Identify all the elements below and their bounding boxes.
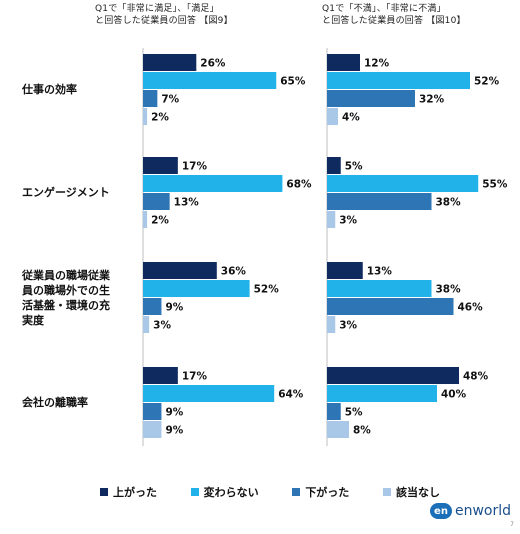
category-label-line: 仕事の効率 bbox=[22, 83, 77, 96]
data-label-left-down: 13% bbox=[174, 197, 200, 209]
bar-right-up bbox=[327, 157, 341, 174]
legend-swatch-down bbox=[292, 488, 301, 496]
category-label-line: 会社の離職率 bbox=[22, 396, 88, 409]
category-label: 従業員の職場従業 員の職場外での生 活基盤・環境の充 実度 bbox=[22, 268, 110, 328]
legend-swatch-unchanged bbox=[190, 488, 199, 496]
data-label-right-na: 3% bbox=[339, 320, 357, 332]
bar-left-na bbox=[143, 421, 162, 438]
data-label-right-unchanged: 55% bbox=[482, 179, 508, 191]
bar-left-unchanged bbox=[143, 175, 283, 192]
data-label-left-na: 2% bbox=[151, 215, 169, 227]
category-label-line: エンゲージメント bbox=[22, 186, 110, 199]
data-label-left-unchanged: 68% bbox=[286, 179, 312, 191]
data-label-left-na: 9% bbox=[165, 425, 183, 437]
legend-item-down: 下がった bbox=[292, 484, 349, 500]
bar-right-unchanged bbox=[327, 280, 432, 297]
data-label-right-unchanged: 52% bbox=[474, 76, 500, 88]
data-label-left-unchanged: 52% bbox=[254, 284, 280, 296]
bar-charts: 26% 65% 7% 2% 17% 68% 13% 2% 36% 52% 9% 3% 17% 64% 9% 9… bbox=[142, 48, 508, 446]
data-label-right-unchanged: 40% bbox=[441, 389, 467, 401]
bar-right-up bbox=[327, 367, 459, 384]
bar-left-na bbox=[143, 211, 148, 228]
bar-left-unchanged bbox=[143, 280, 250, 297]
enworld-logo: en enworld bbox=[430, 503, 511, 519]
data-label-right-up: 48% bbox=[463, 371, 489, 383]
category-label: 会社の離職率 bbox=[22, 395, 88, 410]
bar-right-unchanged bbox=[327, 385, 437, 402]
bar-left-up bbox=[143, 54, 197, 71]
data-label-right-up: 13% bbox=[367, 266, 393, 278]
data-label-right-na: 4% bbox=[342, 112, 360, 124]
legend-swatch-up bbox=[100, 488, 108, 496]
bar-right-up bbox=[327, 54, 360, 71]
data-label-left-up: 17% bbox=[182, 371, 208, 383]
bar-right-na bbox=[327, 211, 336, 228]
data-label-left-unchanged: 65% bbox=[280, 76, 306, 88]
bar-left-down bbox=[143, 403, 162, 420]
data-label-right-unchanged: 38% bbox=[436, 284, 462, 296]
bar-left-up bbox=[143, 367, 178, 384]
bar-left-unchanged bbox=[143, 385, 275, 402]
bar-right-down bbox=[327, 298, 454, 315]
data-label-right-up: 5% bbox=[345, 161, 363, 173]
bar-left-unchanged bbox=[143, 72, 277, 89]
bar-right-up bbox=[327, 262, 363, 279]
bar-left-up bbox=[143, 262, 217, 279]
data-label-right-down: 32% bbox=[419, 94, 445, 106]
bar-right-unchanged bbox=[327, 72, 470, 89]
data-label-right-up: 12% bbox=[364, 58, 390, 70]
category-label-line: 活基盤・環境の充 bbox=[22, 298, 110, 312]
bar-right-na bbox=[327, 316, 336, 333]
bar-left-up bbox=[143, 157, 178, 174]
legend-item-unchanged: 変わらない bbox=[190, 484, 259, 500]
left-chart-title-line2: と回答した従業員の回答 【図9】 bbox=[95, 16, 233, 26]
category-label-line: 員の職場外での生 bbox=[22, 283, 110, 297]
data-label-left-up: 26% bbox=[200, 58, 226, 70]
data-label-right-na: 8% bbox=[353, 425, 371, 437]
data-label-left-na: 3% bbox=[153, 320, 171, 332]
legend-label-na: 該当なし bbox=[395, 486, 440, 499]
category-label-line: 実度 bbox=[22, 313, 44, 327]
data-label-left-unchanged: 64% bbox=[278, 389, 304, 401]
bar-left-na bbox=[143, 108, 148, 125]
legend-swatch-na bbox=[382, 488, 391, 496]
category-label: 仕事の効率 bbox=[22, 82, 77, 97]
left-chart-title-line1: Q1で「非常に満足」、「満足」 bbox=[95, 4, 219, 14]
logo-mark-icon: en bbox=[430, 503, 452, 519]
data-label-right-down: 5% bbox=[345, 407, 363, 419]
bar-right-down bbox=[327, 193, 432, 210]
bar-left-down bbox=[143, 298, 162, 315]
data-label-left-down: 7% bbox=[161, 94, 179, 106]
bar-left-down bbox=[143, 193, 170, 210]
legend-label-unchanged: 変わらない bbox=[203, 486, 259, 499]
data-label-right-down: 38% bbox=[436, 197, 462, 209]
logo-text: enworld bbox=[455, 503, 512, 519]
right-chart-title: Q1で「不満」、「非常に不満」 と回答した従業員の回答 【図10】 bbox=[322, 3, 466, 27]
bar-left-down bbox=[143, 90, 158, 107]
bar-right-na bbox=[327, 421, 349, 438]
page-number: 7 bbox=[510, 521, 514, 528]
legend-label-down: 下がった bbox=[305, 486, 350, 499]
right-chart-title-line2: と回答した従業員の回答 【図10】 bbox=[322, 16, 466, 26]
data-label-left-up: 36% bbox=[221, 266, 247, 278]
bar-right-down bbox=[327, 90, 415, 107]
right-chart-title-line1: Q1で「不満」、「非常に不満」 bbox=[322, 4, 446, 14]
left-chart-title: Q1で「非常に満足」、「満足」 と回答した従業員の回答 【図9】 bbox=[95, 3, 233, 27]
legend: 上がった 変わらない 下がった 該当なし bbox=[100, 484, 440, 500]
bar-right-na bbox=[327, 108, 338, 125]
data-label-right-down: 46% bbox=[458, 302, 484, 314]
legend-item-na: 該当なし bbox=[382, 484, 440, 500]
bar-right-unchanged bbox=[327, 175, 479, 192]
legend-label-up: 上がった bbox=[113, 486, 157, 499]
bar-left-na bbox=[143, 316, 150, 333]
data-label-left-up: 17% bbox=[182, 161, 208, 173]
data-label-left-down: 9% bbox=[165, 407, 183, 419]
category-label: エンゲージメント bbox=[22, 185, 110, 200]
category-label-line: 従業員の職場従業 bbox=[22, 268, 110, 282]
data-label-left-na: 2% bbox=[151, 112, 169, 124]
bar-right-down bbox=[327, 403, 341, 420]
legend-item-up: 上がった bbox=[100, 484, 157, 500]
data-label-right-na: 3% bbox=[339, 215, 357, 227]
data-label-left-down: 9% bbox=[165, 302, 183, 314]
